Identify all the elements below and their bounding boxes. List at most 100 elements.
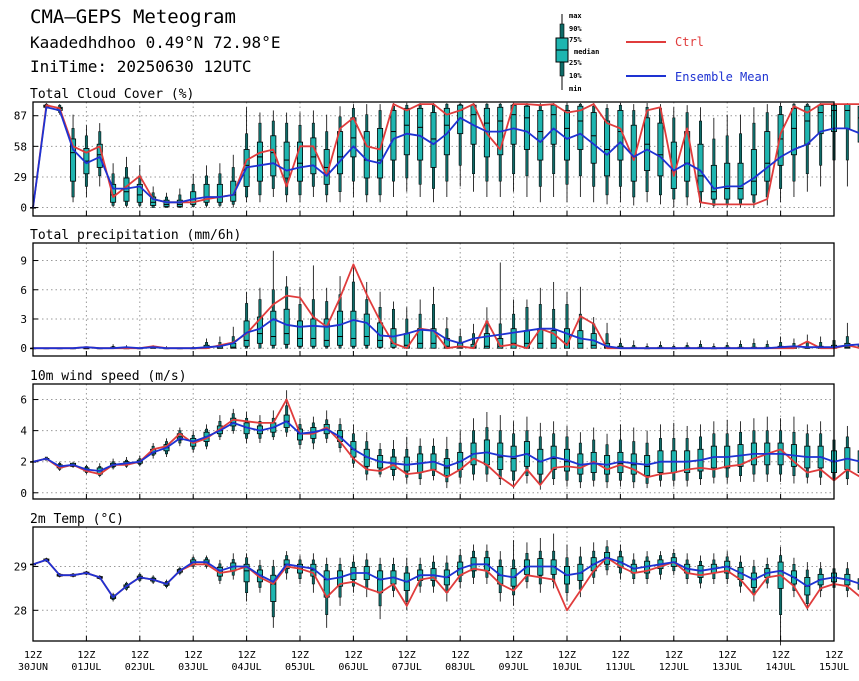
iqr-box bbox=[550, 104, 557, 145]
x-tick-label-hour: 12Z bbox=[24, 650, 42, 661]
ensemble-box bbox=[377, 104, 384, 203]
iqr-box bbox=[697, 143, 704, 193]
x-tick-label-date: 12JUL bbox=[659, 662, 689, 673]
iqr-box bbox=[590, 112, 597, 164]
ensemble-box bbox=[417, 438, 424, 486]
iqr-box bbox=[777, 114, 784, 166]
ensemble-box bbox=[417, 299, 424, 349]
iqr-box bbox=[176, 199, 183, 207]
ensemble-mean-line bbox=[32, 420, 859, 472]
ensemble-box bbox=[430, 103, 437, 203]
ensemble-box bbox=[577, 432, 584, 489]
ensemble-box bbox=[604, 433, 611, 489]
ensemble-box bbox=[403, 436, 410, 484]
legend-box-label: min bbox=[569, 85, 582, 93]
ensemble-box bbox=[684, 105, 691, 206]
ensemble-box bbox=[216, 163, 223, 208]
ensemble-box bbox=[230, 154, 237, 208]
panel-title: 2m Temp (°C) bbox=[30, 512, 124, 527]
ensemble-box bbox=[430, 286, 437, 349]
ensemble-box bbox=[710, 117, 717, 208]
ensemble-box bbox=[283, 390, 290, 437]
ensemble-box bbox=[523, 299, 530, 349]
ensemble-box bbox=[644, 430, 651, 489]
x-tick-label-hour: 12Z bbox=[558, 650, 576, 661]
ensemble-box bbox=[630, 340, 637, 349]
ensemble-box bbox=[337, 557, 344, 606]
y-tick-label: 0 bbox=[20, 487, 27, 500]
ensemble-box bbox=[537, 103, 544, 203]
iqr-box bbox=[123, 177, 130, 202]
ensemble-box bbox=[737, 114, 744, 208]
iqr-box bbox=[110, 183, 117, 203]
y-tick-label: 29 bbox=[14, 171, 27, 184]
x-tick-label-hour: 12Z bbox=[77, 650, 95, 661]
iqr-box bbox=[363, 131, 370, 179]
iqr-box bbox=[403, 107, 410, 156]
location-label: Kaadedhdhoo 0.49°N 72.98°E bbox=[30, 33, 281, 52]
iqr-box bbox=[350, 310, 357, 347]
iqr-box bbox=[604, 120, 611, 177]
ensemble-box bbox=[270, 559, 277, 628]
x-axis: 12Z30JUN12Z01JUL12Z02JUL12Z03JUL12Z04JUL… bbox=[18, 650, 849, 673]
iqr-box bbox=[617, 110, 624, 161]
iqr-box bbox=[70, 138, 77, 182]
iqr-box bbox=[844, 103, 851, 129]
ensemble-box bbox=[363, 553, 370, 598]
ensemble-box bbox=[256, 112, 263, 203]
y-tick-label: 6 bbox=[20, 394, 27, 407]
x-tick-label-hour: 12Z bbox=[291, 650, 309, 661]
y-tick-label: 29 bbox=[14, 560, 27, 573]
iqr-box bbox=[163, 199, 170, 207]
legend-box-label: 25% bbox=[569, 59, 582, 67]
x-tick-label-date: 11JUL bbox=[605, 662, 635, 673]
ensemble-box bbox=[243, 291, 250, 349]
iqr-box bbox=[256, 141, 263, 182]
ensemble-box bbox=[337, 276, 344, 349]
x-tick-label-date: 06JUL bbox=[338, 662, 368, 673]
x-tick-label-hour: 12Z bbox=[665, 650, 683, 661]
ensemble-box bbox=[670, 107, 677, 208]
iqr-box bbox=[537, 110, 544, 161]
ensemble-box bbox=[844, 103, 851, 187]
ensemble-box bbox=[296, 112, 303, 203]
x-tick-label-date: 07JUL bbox=[392, 662, 422, 673]
ensemble-box bbox=[804, 103, 811, 192]
iqr-box bbox=[564, 110, 571, 161]
ensemble-box bbox=[724, 114, 731, 208]
ensemble-box bbox=[510, 421, 517, 489]
y-tick-label: 6 bbox=[20, 284, 27, 297]
ensemble-box bbox=[790, 416, 797, 484]
x-tick-label-date: 10JUL bbox=[552, 662, 582, 673]
ensemble-box bbox=[697, 424, 704, 486]
ensemble-box bbox=[817, 103, 824, 187]
ensemble-box bbox=[737, 340, 744, 349]
legend-mean-label: Ensemble Mean bbox=[675, 70, 769, 84]
ensemble-box bbox=[617, 103, 624, 203]
ensemble-box bbox=[230, 326, 237, 349]
ensemble-box bbox=[470, 103, 477, 192]
ensemble-box bbox=[537, 537, 544, 593]
y-tick-label: 3 bbox=[20, 313, 27, 326]
iqr-box bbox=[737, 162, 744, 200]
x-tick-label-date: 08JUL bbox=[445, 662, 475, 673]
iqr-box bbox=[390, 110, 397, 161]
ensemble-box bbox=[203, 165, 210, 208]
panel-title: 10m wind speed (m/s) bbox=[30, 369, 187, 384]
ensemble-box bbox=[483, 307, 490, 349]
iqr-box bbox=[323, 318, 330, 347]
ensemble-box bbox=[323, 287, 330, 349]
x-tick-label-hour: 12Z bbox=[451, 650, 469, 661]
ensemble-box bbox=[684, 425, 691, 487]
ensemble-box bbox=[377, 557, 384, 620]
ensemble-box bbox=[804, 424, 811, 484]
x-tick-label-date: 09JUL bbox=[499, 662, 529, 673]
x-tick-label-hour: 12Z bbox=[718, 650, 736, 661]
ensemble-box bbox=[363, 104, 370, 203]
ensemble-box bbox=[697, 340, 704, 349]
ensemble-box bbox=[657, 341, 664, 349]
ensemble-box bbox=[323, 114, 330, 203]
y-tick-label: 4 bbox=[20, 425, 27, 438]
ensemble-box bbox=[523, 103, 530, 197]
